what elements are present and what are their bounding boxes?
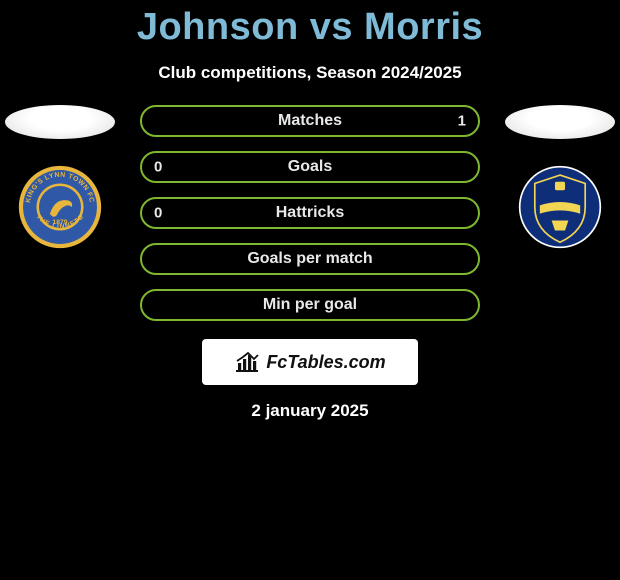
branding-chart-icon	[234, 351, 260, 373]
stat-right-value: 1	[458, 113, 466, 130]
branding-text: FcTables.com	[266, 352, 385, 373]
stat-rows: Matches 1 0 Goals 0 Hattricks Goals per …	[140, 105, 480, 321]
stat-row-goals: 0 Goals	[140, 151, 480, 183]
svg-text:1879: 1879	[53, 219, 68, 226]
branding-box: FcTables.com	[202, 339, 418, 385]
stat-label: Matches	[142, 112, 478, 130]
stat-row-goals-per-match: Goals per match	[140, 243, 480, 275]
team-badge-right	[518, 165, 602, 249]
stat-left-value: 0	[154, 159, 162, 176]
stat-left-value: 0	[154, 205, 162, 222]
player-right-placeholder	[505, 105, 615, 139]
page-title: Johnson vs Morris	[0, 0, 620, 49]
page-subtitle: Club competitions, Season 2024/2025	[0, 63, 620, 83]
team-badge-left: KING'S LYNN TOWN FC THE LINNETS 1879	[18, 165, 102, 249]
stat-label: Min per goal	[142, 296, 478, 314]
stat-label: Goals	[142, 158, 478, 176]
stat-label: Goals per match	[142, 250, 478, 268]
player-left-placeholder	[5, 105, 115, 139]
stat-row-matches: Matches 1	[140, 105, 480, 137]
stat-row-hattricks: 0 Hattricks	[140, 197, 480, 229]
stat-row-min-per-goal: Min per goal	[140, 289, 480, 321]
stat-label: Hattricks	[142, 204, 478, 222]
date-text: 2 january 2025	[0, 401, 620, 421]
comparison-area: KING'S LYNN TOWN FC THE LINNETS 1879	[0, 105, 620, 421]
